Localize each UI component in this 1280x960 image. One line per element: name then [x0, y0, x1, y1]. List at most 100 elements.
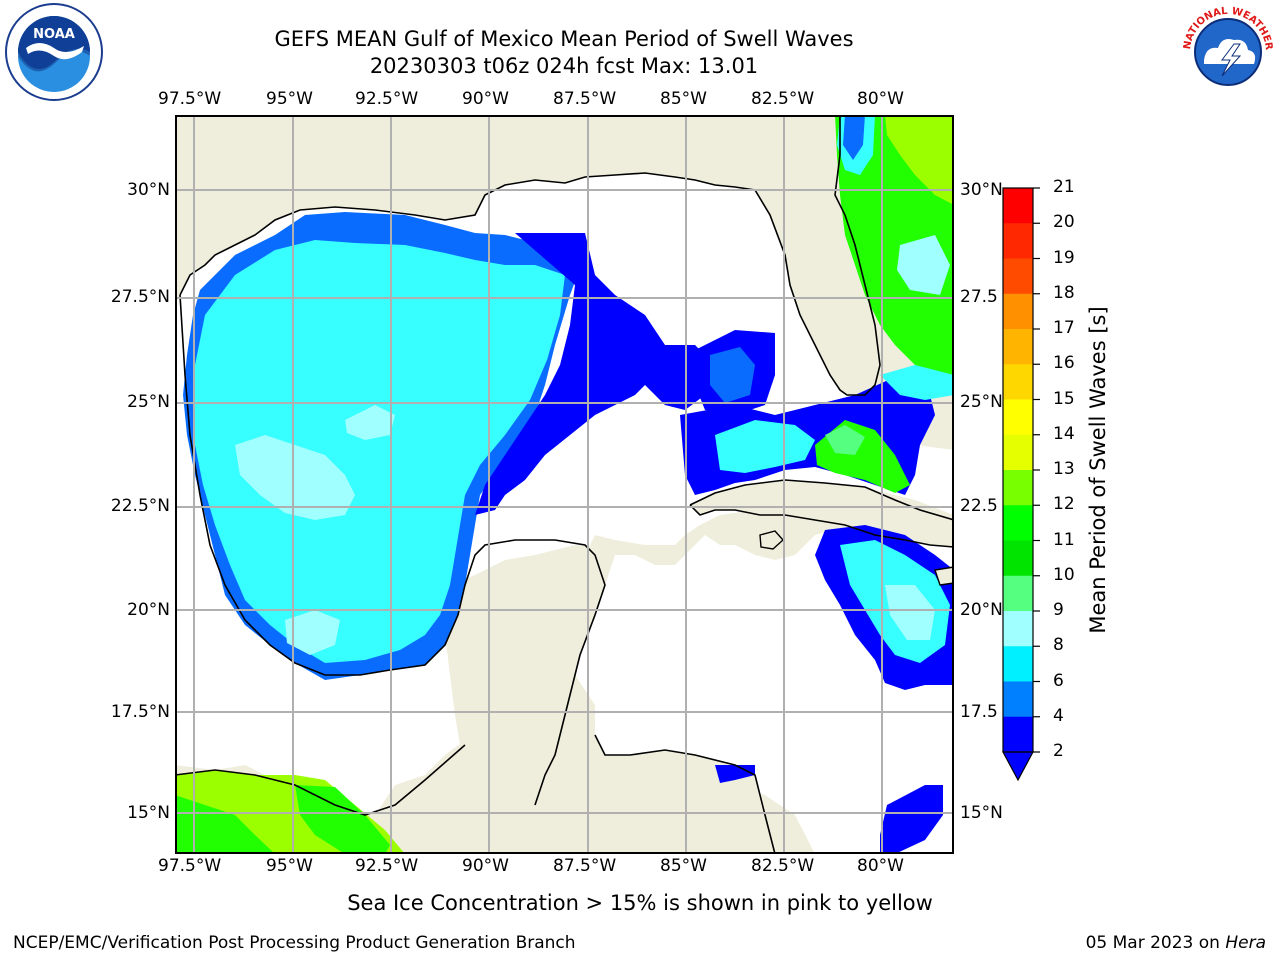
lat-label-right: 27.5 [960, 287, 998, 307]
lat-label-right: 17.5 [960, 702, 998, 722]
lon-label-bottom: 80°W [857, 856, 904, 876]
lat-label-right: 22.5 [960, 496, 998, 516]
lat-label-left: 27.5°N [110, 287, 170, 307]
date-text: 05 Mar 2023 on [1085, 933, 1226, 953]
sea-ice-note: Sea Ice Concentration > 15% is shown in … [347, 891, 933, 915]
lon-label-bottom: 92.5°W [355, 856, 419, 876]
cuba-island [690, 480, 954, 547]
lon-label-top: 85°W [660, 89, 707, 109]
lat-label-left: 30°N [127, 180, 170, 200]
colorbar-block [1003, 223, 1033, 259]
swell-field-keys-green-light [825, 425, 865, 455]
colorbar-block [1003, 716, 1033, 753]
lat-label-right: 30°N [960, 180, 1003, 200]
colorbar-tick-label: 10 [1053, 564, 1075, 585]
isle-of-youth [759, 530, 784, 550]
swell-field-pacific-green-dark [175, 795, 275, 854]
colorbar-extend-arrow [1001, 751, 1035, 782]
swell-field-southeast-blue [880, 785, 943, 854]
lat-label-right: 25°N [960, 392, 1003, 412]
colorbar-block [1003, 434, 1033, 471]
date-stamp: 05 Mar 2023 on Hera [1086, 933, 1266, 953]
colorbar-block [1003, 258, 1033, 295]
colorbar-tick-marks [1033, 187, 1040, 753]
jamaica-island [934, 566, 954, 586]
map-border [175, 115, 954, 854]
colorbar [1001, 187, 1040, 782]
colorbar-block [1003, 681, 1033, 718]
colorbar-tick-label: 6 [1053, 670, 1064, 691]
colorbar-tick-label: 17 [1053, 318, 1075, 338]
colorbar-tick-label: 14 [1053, 423, 1075, 444]
colorbar-label: Mean Period of Swell Waves [s] [1086, 306, 1110, 634]
colorbar-block [1003, 646, 1033, 682]
swell-field-central-mid [710, 347, 755, 403]
swell-field-keys-cyan [715, 420, 815, 473]
chart-subtitle: 20230303 t06z 024h fcst Max: 13.01 [369, 54, 759, 78]
colorbar-tick-label: 12 [1053, 494, 1075, 515]
coastline-mexico [179, 294, 606, 806]
lon-label-top: 87.5°W [553, 89, 617, 109]
lon-label-bottom: 95°W [266, 856, 313, 876]
lon-label-bottom: 87.5°W [553, 856, 617, 876]
graticule [175, 115, 954, 854]
coastline-central-america [175, 734, 776, 854]
colorbar-tick-label: 9 [1053, 600, 1064, 620]
lon-label-top: 97.5°W [158, 89, 222, 109]
machine-name: Hera [1225, 933, 1266, 953]
colorbar-tick-label: 4 [1053, 705, 1064, 726]
colorbar-block [1003, 188, 1033, 224]
lon-label-top: 92.5°W [355, 89, 419, 109]
lat-label-right: 20°N [960, 600, 1003, 620]
colorbar-tick-label: 8 [1053, 635, 1064, 656]
colorbar-block [1003, 364, 1033, 400]
swell-field-atlantic-light [897, 235, 950, 295]
lon-label-bottom: 82.5°W [751, 856, 815, 876]
lon-label-top: 80°W [857, 89, 904, 109]
swell-field-gulf-light2 [345, 405, 395, 440]
colorbar-tick-label: 15 [1053, 388, 1075, 409]
florida-peninsula [735, 115, 954, 393]
colorbar-block [1003, 611, 1033, 647]
swell-field-pacific-green2 [295, 785, 390, 854]
lon-label-top: 90°W [462, 89, 509, 109]
swell-field-gulf-light [235, 435, 355, 520]
lat-label-left: 17.5°N [110, 702, 170, 722]
colorbar-block [1003, 293, 1033, 330]
colorbar-block [1003, 540, 1033, 577]
lat-label-right: 15°N [960, 803, 1003, 823]
lon-label-bottom: 97.5°W [158, 856, 222, 876]
lon-label-top: 95°W [266, 89, 313, 109]
colorbar-block [1003, 399, 1033, 436]
lon-label-bottom: 85°W [660, 856, 707, 876]
lat-label-left: 15°N [127, 803, 170, 823]
colorbar-tick-label: 13 [1053, 459, 1075, 479]
swell-field-atlantic-blue [843, 115, 865, 160]
swell-field-atlantic-yellowgreen [885, 115, 954, 205]
lat-label-left: 25°N [127, 392, 170, 412]
swell-field-caribbean-light [885, 585, 935, 640]
colorbar-tick-label: 21 [1053, 177, 1075, 197]
colorbar-tick-label: 20 [1053, 212, 1075, 233]
colorbar-tick-label: 2 [1053, 741, 1064, 761]
nws-logo: NATIONAL WEATHER SERVICE [1178, 2, 1275, 99]
colorbar-block [1003, 575, 1033, 612]
colorbar-tick-label: 18 [1053, 282, 1075, 303]
credit-text: NCEP/EMC/Verification Post Processing Pr… [13, 933, 576, 953]
noaa-logo-text: NOAA [33, 27, 75, 42]
noaa-logo: NOAA [5, 3, 103, 101]
swell-field-gulf-cyan [193, 240, 565, 663]
colorbar-blocks [1003, 188, 1033, 753]
map-panel [175, 115, 954, 854]
lon-label-bottom: 90°W [462, 856, 509, 876]
colorbar-tick-label: 19 [1053, 247, 1075, 268]
colorbar-block [1003, 329, 1033, 365]
lat-label-left: 22.5°N [110, 496, 170, 516]
colorbar-tick-label: 16 [1053, 353, 1075, 374]
lat-label-left: 20°N [127, 600, 170, 620]
swell-field-gulf-light3 [285, 610, 340, 655]
swell-field-eastgulf-darkblue [475, 233, 665, 515]
chart-title: GEFS MEAN Gulf of Mexico Mean Period of … [274, 27, 854, 51]
colorbar-block [1003, 470, 1033, 506]
colorbar-block [1003, 505, 1033, 541]
